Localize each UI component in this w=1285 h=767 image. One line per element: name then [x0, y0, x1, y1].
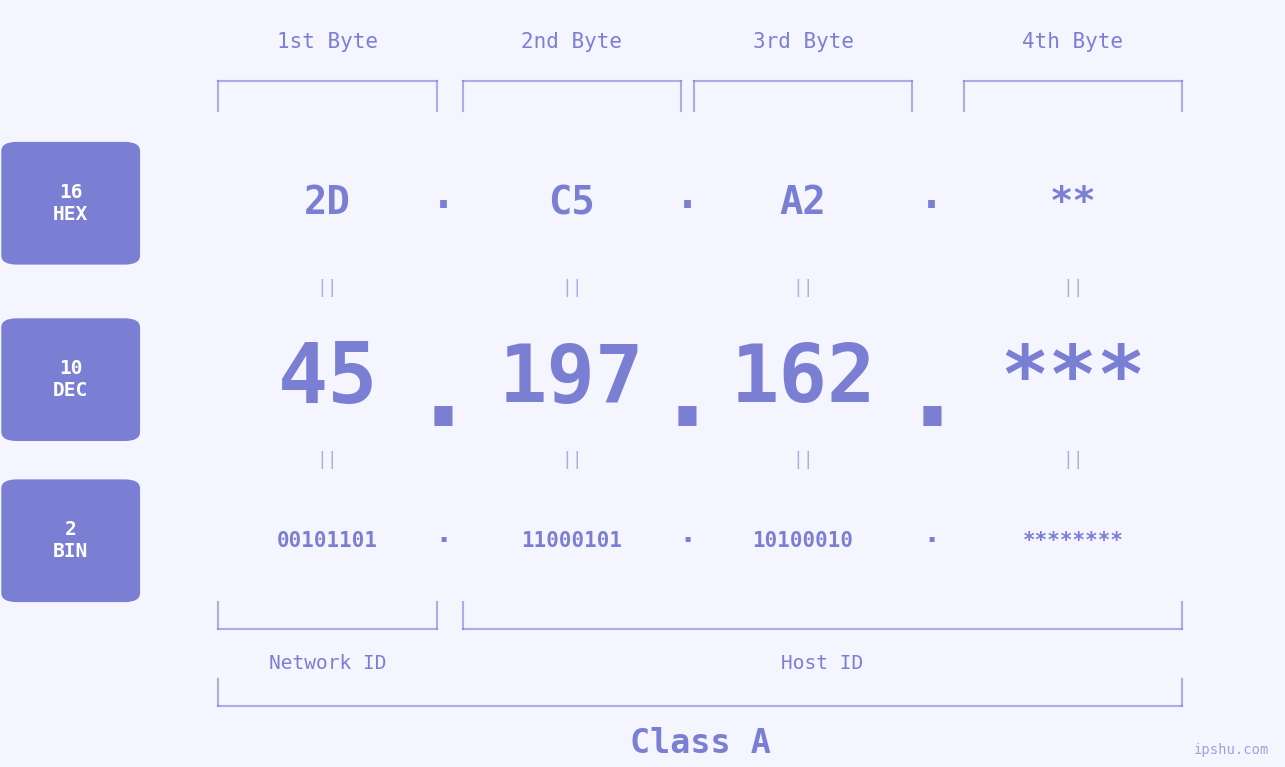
Text: .: . [434, 518, 452, 548]
Text: ||: || [562, 451, 582, 469]
Text: .: . [410, 341, 477, 449]
Text: ||: || [793, 278, 813, 297]
Text: C5: C5 [549, 184, 595, 222]
Text: 45: 45 [278, 339, 378, 420]
Text: 1st Byte: 1st Byte [278, 32, 378, 52]
Text: .: . [898, 341, 965, 449]
FancyBboxPatch shape [1, 318, 140, 441]
Text: Host ID: Host ID [781, 654, 864, 673]
Text: 162: 162 [730, 341, 876, 419]
Text: 10
DEC: 10 DEC [53, 359, 89, 400]
Text: 4th Byte: 4th Byte [1023, 32, 1123, 52]
Text: 16
HEX: 16 HEX [53, 183, 89, 224]
Text: A2: A2 [780, 184, 826, 222]
Text: ||: || [793, 451, 813, 469]
Text: ||: || [562, 278, 582, 297]
Text: ipshu.com: ipshu.com [1194, 743, 1270, 757]
Text: 2
BIN: 2 BIN [53, 520, 89, 561]
Text: 2D: 2D [305, 184, 351, 222]
Text: 00101101: 00101101 [278, 531, 378, 551]
Text: 2nd Byte: 2nd Byte [522, 32, 622, 52]
FancyBboxPatch shape [1, 479, 140, 602]
Text: .: . [923, 518, 941, 548]
Text: .: . [430, 175, 456, 216]
Text: 10100010: 10100010 [753, 531, 853, 551]
Text: .: . [678, 518, 696, 548]
Text: Network ID: Network ID [269, 654, 387, 673]
Text: **: ** [1050, 184, 1096, 222]
Text: 11000101: 11000101 [522, 531, 622, 551]
Text: ||: || [317, 278, 338, 297]
Text: .: . [675, 175, 700, 216]
Text: ***: *** [1000, 341, 1146, 419]
Text: .: . [654, 341, 721, 449]
Text: ||: || [317, 451, 338, 469]
Text: ||: || [1063, 278, 1083, 297]
Text: Class A: Class A [630, 727, 771, 761]
Text: 197: 197 [499, 341, 645, 419]
FancyBboxPatch shape [1, 142, 140, 265]
Text: ********: ******** [1023, 531, 1123, 551]
Text: 3rd Byte: 3rd Byte [753, 32, 853, 52]
Text: ||: || [1063, 451, 1083, 469]
Text: .: . [919, 175, 944, 216]
